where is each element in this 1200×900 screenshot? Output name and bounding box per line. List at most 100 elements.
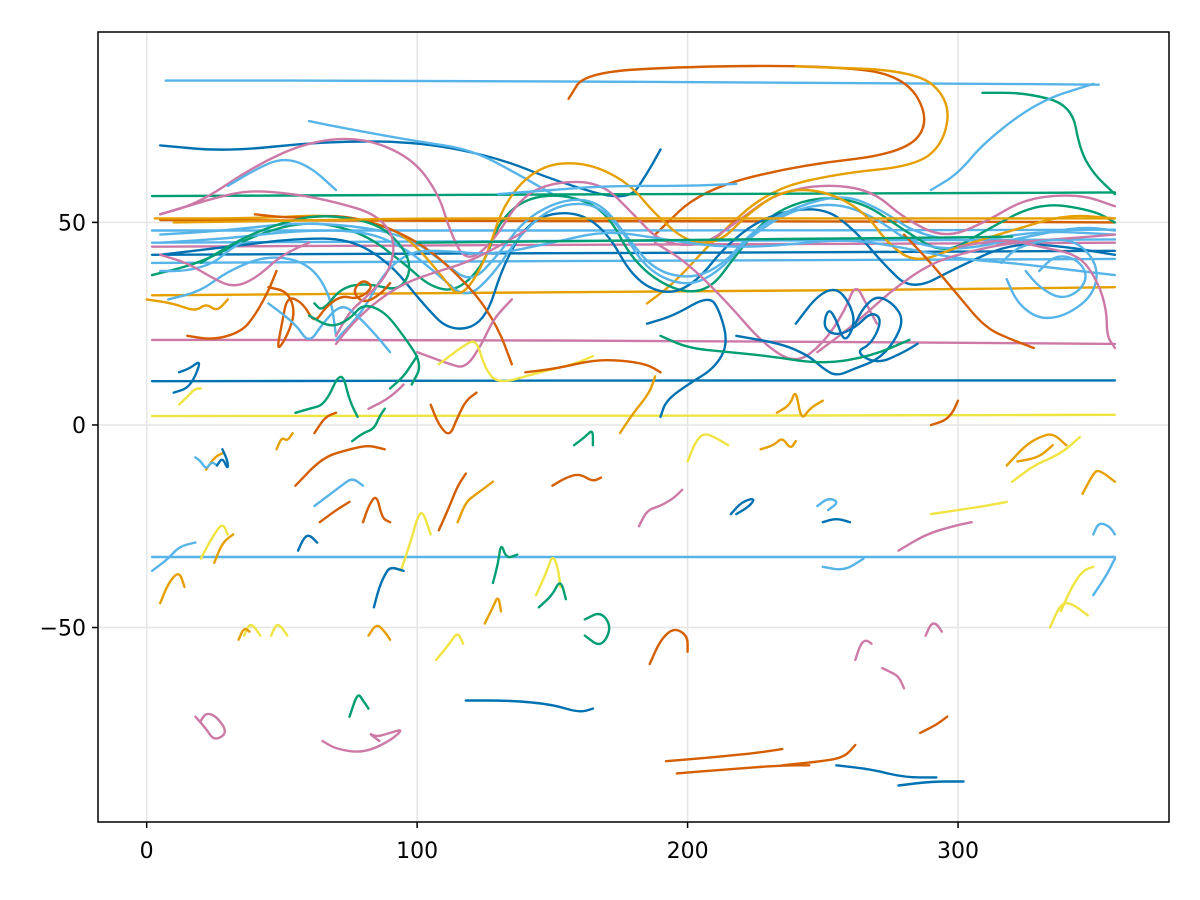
trajectory-line — [172, 361, 201, 394]
trajectory-line — [781, 743, 857, 767]
trajectory-series — [145, 64, 1117, 787]
grid-lines — [98, 32, 1169, 822]
trajectory-line — [399, 511, 432, 572]
plot-frame — [97, 31, 1170, 823]
trajectory-line — [296, 534, 319, 552]
trajectory-line — [1081, 469, 1117, 495]
trajectory-line — [150, 257, 1117, 265]
trajectory-line — [816, 498, 838, 512]
trajectory-line — [659, 334, 911, 364]
trajectory-line — [334, 229, 527, 346]
trajectory-line — [664, 747, 784, 763]
trajectory-line — [269, 623, 289, 637]
trajectory-line — [524, 359, 662, 374]
trajectory-line — [919, 715, 949, 735]
trajectory-line — [194, 712, 226, 740]
trajectory-line — [881, 666, 906, 690]
x-tick-label: 200 — [667, 839, 709, 864]
trajectory-line — [313, 411, 338, 435]
trajectory-line — [150, 413, 1117, 418]
trajectory-line — [929, 500, 1008, 516]
trajectory-line — [242, 623, 262, 637]
trajectory-line — [929, 399, 960, 427]
trajectory-line — [981, 91, 1117, 196]
trajectory-line — [307, 304, 421, 386]
axis-ticks: 0 100 200 300 50 0 −50 — [40, 211, 979, 864]
x-tick-label: 100 — [396, 839, 438, 864]
trajectory-line — [213, 533, 235, 564]
trajectory-line — [167, 256, 338, 337]
trajectory-line — [491, 545, 519, 585]
trajectory-line — [318, 500, 351, 524]
trajectory-line — [150, 379, 1117, 383]
trajectory-line — [172, 217, 1117, 224]
trajectory-line — [456, 480, 495, 524]
trajectory-line — [464, 699, 595, 713]
trajectory-line — [164, 79, 1100, 86]
trajectory-line — [150, 286, 1117, 297]
trajectory-line — [159, 241, 311, 287]
trajectory-line — [1024, 255, 1087, 299]
trajectory-line — [1059, 565, 1095, 613]
trajectory-line — [618, 375, 657, 435]
trajectory-line — [253, 213, 513, 366]
trajectory-line — [215, 448, 229, 469]
trajectory-line — [794, 288, 919, 363]
trajectory-line — [735, 296, 903, 376]
trajectory-line — [437, 340, 595, 383]
trajectory-line — [534, 556, 562, 597]
trajectory-line — [294, 375, 359, 419]
trajectory-line — [897, 780, 965, 787]
trajectory-line — [150, 249, 1117, 256]
trajectory-line — [415, 298, 513, 368]
trajectory-line — [321, 729, 402, 753]
trajectory-line — [150, 191, 1117, 198]
trajectory-line — [1005, 433, 1068, 467]
trajectory-line — [821, 557, 865, 571]
trajectory-line — [159, 573, 186, 605]
trajectory-line — [361, 496, 392, 524]
trajectory-line — [897, 521, 973, 552]
trajectory-line — [150, 541, 197, 572]
trajectory-line — [267, 302, 392, 354]
trajectory-line — [956, 239, 1117, 350]
trajectory-line — [351, 407, 386, 443]
trajectory-line — [159, 190, 395, 337]
trajectory-line — [1048, 602, 1090, 629]
trajectory-line — [294, 445, 386, 487]
trajectory-line — [775, 392, 824, 418]
trajectory-line — [835, 764, 938, 779]
trajectory-line — [186, 269, 278, 340]
trajectory-line — [150, 338, 1117, 346]
trajectory-line — [1000, 238, 1098, 320]
trajectory-line — [567, 64, 926, 236]
trajectory-line — [177, 387, 202, 406]
trajectory-line — [275, 431, 294, 451]
trajectory-line — [159, 241, 243, 273]
trajectory-line — [1092, 557, 1117, 597]
trajectory-line — [388, 354, 419, 390]
trajectory-line — [348, 694, 370, 718]
x-tick-label: 300 — [937, 839, 979, 864]
y-tick-label: 0 — [72, 414, 86, 439]
trajectory-line — [429, 391, 478, 435]
trajectory-line — [415, 235, 1014, 244]
trajectory-line — [821, 518, 852, 524]
y-tick-label: 50 — [58, 211, 86, 236]
trajectory-line — [637, 488, 684, 528]
trajectory-line — [1092, 522, 1117, 536]
trajectory-line — [924, 622, 943, 637]
trajectory-line — [929, 82, 1095, 192]
trajectory-line — [367, 624, 392, 641]
trajectory-line — [307, 119, 554, 196]
trajectory-line — [675, 764, 811, 775]
trajectory-line — [583, 612, 611, 646]
trajectory-line — [194, 456, 219, 469]
trajectory-line — [483, 597, 503, 625]
trajectory-line — [686, 433, 730, 463]
trajectory-line — [1010, 435, 1081, 483]
trajectory-line — [902, 233, 1035, 350]
y-tick-label: −50 — [40, 617, 86, 642]
trajectory-line — [150, 194, 1117, 293]
